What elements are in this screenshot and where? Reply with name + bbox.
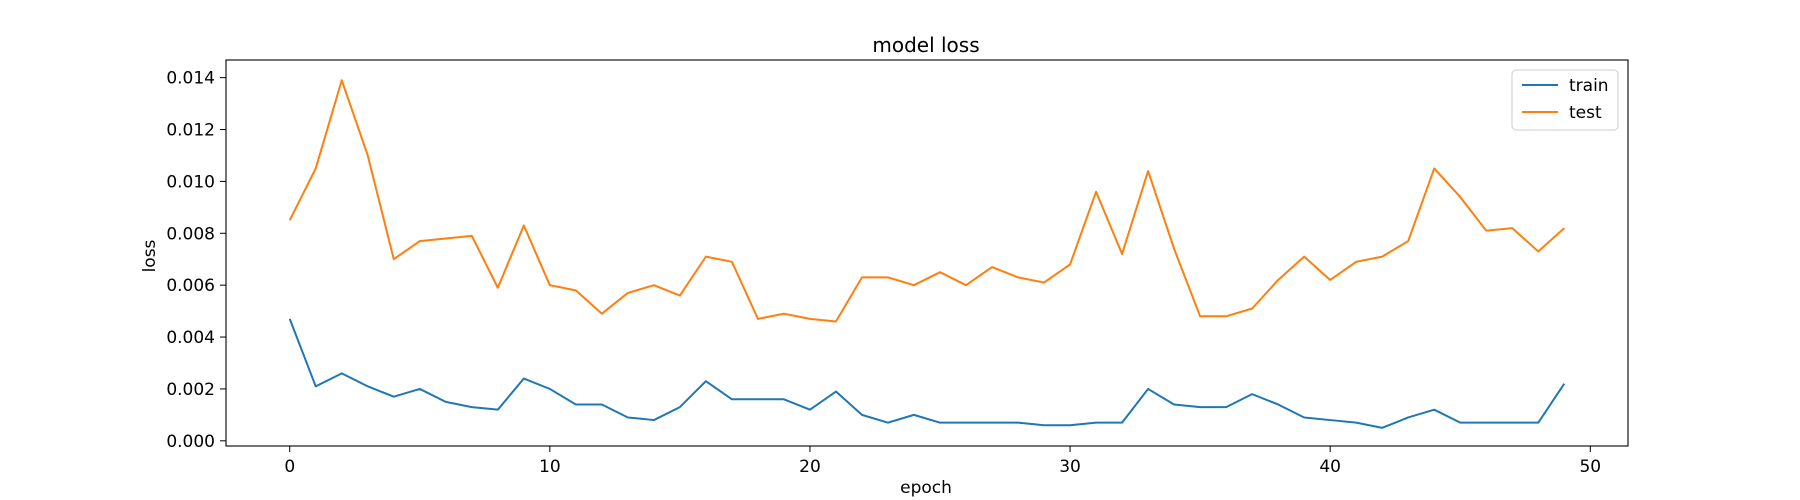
x-tick-label: 30 [1059,457,1081,477]
legend-label-test: test [1569,103,1602,123]
x-tick-label: 10 [539,457,561,477]
y-tick-label: 0.012 [166,121,215,141]
x-tick-label: 50 [1579,457,1601,477]
legend: train test [1511,69,1619,131]
y-tick-label: 0.000 [166,432,215,452]
x-axis-label: epoch [900,478,952,498]
axis-ticks: 0 10 20 30 40 50 0.000 0.002 0.004 0.006 0.008 0.01… [166,69,1601,477]
series-line-train [288,318,1566,429]
y-tick-label: 0.002 [166,380,215,400]
y-tick-label: 0.014 [166,69,215,89]
chart-title: model loss [872,33,979,57]
y-tick-label: 0.006 [166,276,215,296]
series-line-test [288,79,1565,323]
y-tick-label: 0.004 [166,328,215,348]
plot-area [225,59,1629,447]
y-axis-label: loss [140,239,160,272]
x-tick-label: 20 [799,457,821,477]
y-tick-label: 0.010 [166,172,215,192]
x-tick-label: 40 [1319,457,1341,477]
x-tick-label: 0 [284,457,295,477]
y-tick-label: 0.008 [166,224,215,244]
plot-frame [225,59,1629,447]
legend-label-train: train [1569,76,1609,96]
